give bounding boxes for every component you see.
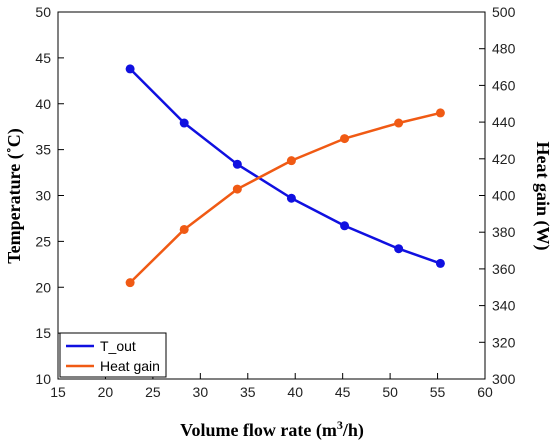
right-y-tick-label: 500 <box>492 4 516 20</box>
data-point-heat-gain <box>179 224 189 234</box>
data-point-t-out <box>125 64 135 74</box>
x-tick-label: 35 <box>240 384 256 400</box>
left-y-axis: 10 15 20 25 30 35 40 45 50 <box>35 4 64 387</box>
legend-label-t-out: T_out <box>100 338 136 354</box>
right-y-tick-label: 460 <box>492 77 516 93</box>
left-y-tick-label: 40 <box>35 96 51 112</box>
legend-box <box>59 332 167 378</box>
x-tick-label: 25 <box>145 384 161 400</box>
left-y-tick-label: 20 <box>35 279 51 295</box>
data-point-heat-gain <box>232 184 242 194</box>
right-y-tick-label: 320 <box>492 334 516 350</box>
right-y-tick-label: 420 <box>492 151 516 167</box>
data-point-t-out <box>179 118 189 128</box>
legend: T_out Heat gain <box>59 332 167 378</box>
data-point-t-out <box>232 159 242 169</box>
x-tick-label: 40 <box>287 384 303 400</box>
x-tick-label: 55 <box>430 384 446 400</box>
x-axis: 15 20 25 30 35 40 45 50 55 60 <box>50 373 493 400</box>
series-line-t-out <box>129 67 441 265</box>
x-axis-title: Volume flow rate (m3/h) <box>180 418 364 441</box>
series-layer <box>125 64 445 288</box>
legend-label-heat-gain: Heat gain <box>100 358 160 374</box>
data-point-heat-gain <box>394 118 404 128</box>
data-point-heat-gain <box>340 134 350 144</box>
x-tick-label: 15 <box>50 384 66 400</box>
x-tick-label: 20 <box>98 384 114 400</box>
right-y-tick-label: 360 <box>492 261 516 277</box>
right-y-tick-label: 440 <box>492 114 516 130</box>
right-y-axis-title: Heat gain (W) <box>532 142 550 251</box>
data-point-t-out <box>340 221 350 231</box>
left-y-tick-label: 10 <box>35 371 51 387</box>
right-y-tick-label: 340 <box>492 298 516 314</box>
left-y-tick-label: 15 <box>35 325 51 341</box>
left-y-tick-label: 25 <box>35 233 51 249</box>
x-tick-label: 50 <box>382 384 398 400</box>
data-point-t-out <box>394 244 404 254</box>
data-point-heat-gain <box>125 278 135 288</box>
right-y-tick-label: 480 <box>492 41 516 57</box>
right-y-tick-label: 400 <box>492 188 516 204</box>
series-line-heat-gain <box>129 111 441 284</box>
data-point-t-out <box>435 258 445 268</box>
left-y-tick-label: 30 <box>35 188 51 204</box>
right-y-axis: 300 320 340 360 380 400 420 440 460 480 500 <box>479 4 516 387</box>
left-y-axis-title: Temperature (˚C) <box>4 128 25 263</box>
x-tick-label: 30 <box>193 384 209 400</box>
plot-frame <box>57 11 486 380</box>
right-y-tick-label: 380 <box>492 224 516 240</box>
left-y-tick-label: 45 <box>35 50 51 66</box>
x-tick-label: 60 <box>477 384 493 400</box>
left-y-tick-label: 50 <box>35 4 51 20</box>
data-point-heat-gain <box>435 108 445 118</box>
left-y-tick-label: 35 <box>35 142 51 158</box>
x-tick-label: 45 <box>335 384 351 400</box>
right-y-tick-label: 300 <box>492 371 516 387</box>
data-point-t-out <box>286 193 296 203</box>
data-point-heat-gain <box>286 156 296 166</box>
